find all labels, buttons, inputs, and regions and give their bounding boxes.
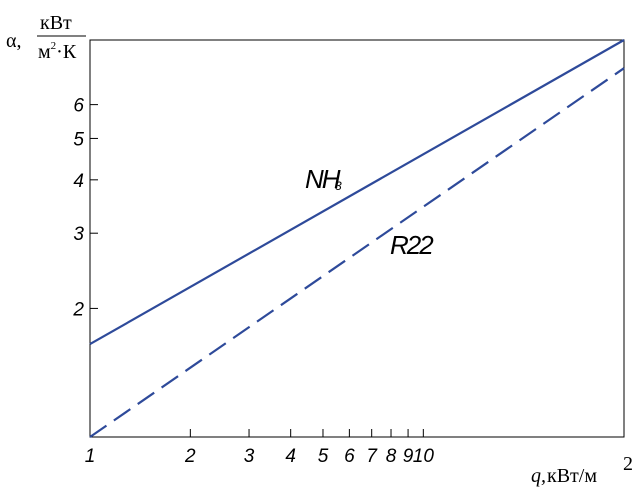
plot-frame bbox=[89, 39, 625, 438]
x-tick-label-2: 2 bbox=[184, 446, 196, 467]
x-tick-label-4: 4 bbox=[285, 446, 296, 467]
y-ticks: 2 3 4 5 6 bbox=[72, 96, 98, 320]
y-tick-label-4: 4 bbox=[73, 171, 84, 192]
x-axis-label: q, кВт/м 2 bbox=[531, 453, 633, 487]
series-line-r22 bbox=[89, 67, 625, 438]
x-tick-label-3: 3 bbox=[244, 446, 255, 467]
y-axis-unit-denominator: м2·К bbox=[38, 40, 77, 63]
x-tick-label-8: 8 bbox=[386, 446, 397, 467]
x-tick-label-10: 10 bbox=[413, 446, 435, 467]
y-tick-label-6: 6 bbox=[73, 96, 84, 117]
x-tick-label-1: 1 bbox=[85, 446, 96, 467]
x-tick-label-7: 7 bbox=[366, 446, 378, 467]
y-axis-unit-numerator: кВт bbox=[40, 12, 72, 34]
y-axis-label: α, кВт м2·К bbox=[6, 12, 86, 63]
y-tick-label-5: 5 bbox=[73, 129, 84, 150]
x-axis-symbol: q, bbox=[531, 465, 546, 487]
y-tick-label-2: 2 bbox=[72, 299, 84, 320]
y-tick-label-3: 3 bbox=[73, 224, 84, 245]
y-axis-symbol: α, bbox=[6, 30, 21, 52]
series-label-nh3: NH bbox=[305, 164, 341, 194]
series-label-r22: R22 bbox=[390, 230, 434, 260]
x-tick-label-5: 5 bbox=[318, 446, 329, 467]
x-tick-label-6: 6 bbox=[344, 446, 355, 467]
x-ticks: 1 2 3 4 5 6 7 8 9 10 bbox=[85, 429, 435, 467]
series-line-nh3 bbox=[89, 39, 625, 346]
series-layer bbox=[89, 39, 625, 438]
series-label-nh3-subscript: 3 bbox=[335, 179, 342, 193]
x-axis-unit-exponent: 2 bbox=[623, 453, 633, 475]
x-axis-unit: кВт/м bbox=[547, 465, 597, 487]
x-tick-label-9: 9 bbox=[403, 446, 414, 467]
